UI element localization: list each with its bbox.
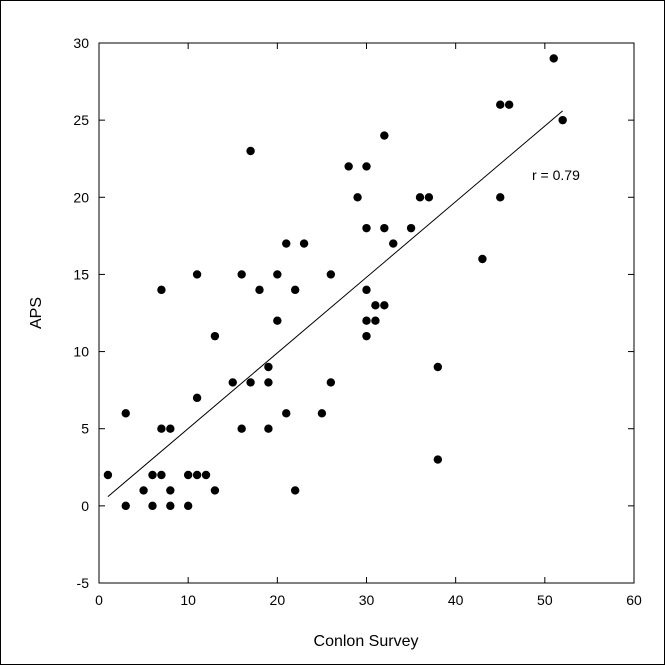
data-point xyxy=(406,223,416,233)
x-axis: 0 10 20 30 40 50 60 xyxy=(95,43,642,608)
x-tick-label: 60 xyxy=(626,592,642,608)
data-point xyxy=(299,239,309,248)
data-point xyxy=(237,270,246,279)
data-point xyxy=(380,301,389,310)
data-point xyxy=(290,285,300,295)
data-point xyxy=(371,316,380,325)
y-tick-label: 30 xyxy=(73,35,89,51)
annotation-text: r = 0.79 xyxy=(532,167,580,183)
x-tick-label: 20 xyxy=(270,592,286,608)
data-point xyxy=(380,223,389,233)
data-point xyxy=(433,455,443,464)
x-tick-label: 40 xyxy=(448,592,464,608)
trendline xyxy=(107,110,563,497)
y-tick-label: 10 xyxy=(73,344,89,360)
x-tick-label: 0 xyxy=(95,592,103,608)
data-point xyxy=(353,193,362,202)
data-point xyxy=(496,100,505,109)
trendline-layer xyxy=(107,110,563,497)
data-point xyxy=(210,331,220,341)
data-point xyxy=(424,193,434,202)
x-tick-label: 50 xyxy=(537,592,553,608)
y-tick-label: 25 xyxy=(73,112,89,128)
x-tick-label: 30 xyxy=(359,592,375,608)
data-point xyxy=(157,424,166,433)
data-point xyxy=(326,378,336,387)
data-point xyxy=(273,270,282,279)
data-point xyxy=(264,424,273,433)
data-point xyxy=(255,285,264,295)
data-point xyxy=(192,270,202,279)
data-point xyxy=(237,424,246,433)
data-point xyxy=(478,254,487,264)
data-point xyxy=(183,501,193,511)
data-point xyxy=(166,486,175,495)
data-point xyxy=(103,470,113,480)
data-point xyxy=(317,409,327,418)
data-point xyxy=(166,501,175,511)
y-tick-label: 0 xyxy=(81,498,89,514)
y-axis: -5 0 5 10 15 20 25 30 xyxy=(73,35,634,591)
data-point xyxy=(362,162,371,171)
y-axis-label: APS xyxy=(28,297,45,329)
data-point xyxy=(139,486,148,495)
y-tick-label: -5 xyxy=(77,575,90,591)
data-point xyxy=(121,409,130,418)
data-point xyxy=(273,316,282,325)
data-point xyxy=(496,193,505,202)
data-point xyxy=(389,239,398,248)
data-point xyxy=(282,409,291,418)
x-axis-label: Conlon Survey xyxy=(314,633,419,650)
data-point xyxy=(210,486,220,495)
data-point xyxy=(201,470,211,480)
data-point xyxy=(246,378,255,387)
x-tick-label: 10 xyxy=(180,592,196,608)
data-point xyxy=(264,378,273,387)
y-tick-label: 15 xyxy=(73,266,89,282)
data-point xyxy=(157,470,166,480)
data-point xyxy=(326,270,336,279)
data-point xyxy=(192,393,202,403)
data-point xyxy=(504,100,514,109)
data-point xyxy=(558,115,567,125)
data-point xyxy=(246,146,255,156)
y-tick-label: 20 xyxy=(73,189,89,205)
data-point xyxy=(148,470,157,480)
data-point xyxy=(121,501,130,511)
plot-area xyxy=(98,42,635,584)
data-point xyxy=(362,316,371,325)
data-point xyxy=(380,131,389,140)
data-point xyxy=(166,424,175,433)
data-point xyxy=(228,378,237,387)
data-point xyxy=(433,362,443,372)
data-point xyxy=(362,285,371,295)
data-point xyxy=(264,362,273,372)
data-point xyxy=(362,223,371,233)
data-point xyxy=(183,470,193,480)
data-point xyxy=(148,501,157,511)
data-point xyxy=(192,470,202,480)
data-point xyxy=(290,486,300,495)
data-point xyxy=(344,162,353,171)
data-point xyxy=(157,285,166,295)
data-point xyxy=(371,301,380,310)
data-point xyxy=(282,239,291,248)
data-point xyxy=(549,54,558,63)
data-points xyxy=(103,54,567,511)
data-point xyxy=(415,193,425,202)
y-tick-label: 5 xyxy=(81,421,89,437)
data-point xyxy=(362,331,371,341)
